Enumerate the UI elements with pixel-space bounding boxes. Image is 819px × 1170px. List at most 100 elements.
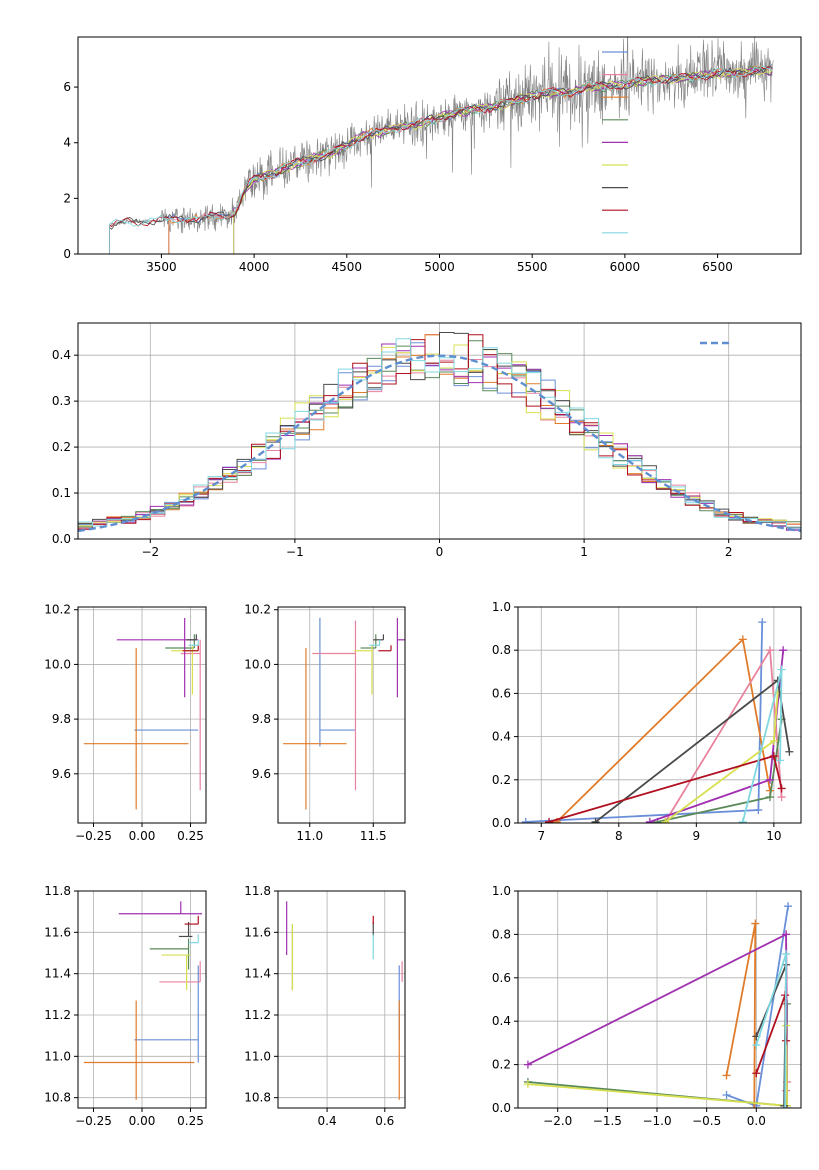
y-tick-label: 10.0 xyxy=(244,657,271,671)
series-point xyxy=(769,752,778,761)
series-point xyxy=(738,817,747,823)
y-tick-label: 11.8 xyxy=(244,884,271,898)
y-tick-label: 0.2 xyxy=(492,1058,511,1072)
series-point xyxy=(765,646,774,655)
series-point xyxy=(758,618,767,627)
x-tick-label: −0.25 xyxy=(75,1114,112,1128)
series-point xyxy=(782,949,791,958)
series-point xyxy=(752,1041,761,1050)
y-tick-label: 10.2 xyxy=(44,603,71,617)
series-point xyxy=(754,806,763,815)
axes-residuals: −2 −1 0 1 2 0.0 0.1 0.2 0.3 0.4 xyxy=(52,323,801,559)
histograms xyxy=(78,332,801,533)
y-tick-label: 0 xyxy=(63,247,71,261)
series-point xyxy=(782,930,791,939)
model-spectrum-line xyxy=(109,66,773,254)
series-point xyxy=(765,793,774,802)
y-tick-label: 11.6 xyxy=(244,925,271,939)
series-line xyxy=(726,906,789,1108)
y-tick-label: 9.6 xyxy=(52,767,71,781)
series-point xyxy=(777,784,786,793)
model-spectrum-line xyxy=(109,65,773,254)
series-point xyxy=(785,747,794,756)
series-point xyxy=(769,736,778,745)
x-tick-label: 2 xyxy=(725,545,733,559)
points-age-vs-Z xyxy=(83,617,201,810)
axes-frame xyxy=(277,890,406,1109)
series-point xyxy=(752,1069,761,1078)
histogram-step xyxy=(78,338,801,528)
y-tick-label: 0.2 xyxy=(492,773,511,787)
series-point xyxy=(777,793,786,802)
x-tick-label: −1.0 xyxy=(642,1114,671,1128)
series-point xyxy=(523,1060,532,1069)
axes-massweight-vs-Z: −2.0 −1.5 −1.0 −0.5 0.0 0.0 0.2 0.4 0.6 0.8 1.0 xyxy=(492,884,801,1128)
series-point xyxy=(645,817,654,823)
y-tick-label: 0.4 xyxy=(492,1014,511,1028)
series-line xyxy=(649,650,785,823)
model-spectrum-line xyxy=(109,65,773,254)
x-tick-label: 4500 xyxy=(332,260,363,274)
x-tick-label: −1.5 xyxy=(593,1114,622,1128)
x-tick-label: 6000 xyxy=(610,260,641,274)
x-tick-label: 10 xyxy=(766,829,781,843)
y-tick-label: 0.0 xyxy=(492,1101,511,1115)
x-tick-label: 1 xyxy=(580,545,588,559)
y-tick-label: 11.0 xyxy=(244,1049,271,1063)
y-tick-label: 9.6 xyxy=(252,767,271,781)
axes-frame xyxy=(77,890,207,1109)
series-point xyxy=(781,1104,790,1108)
series-line xyxy=(556,637,771,823)
axes-mass-vs-EBV: 0.4 0.6 10.8 11.0 11.2 11.4 11.6 11.8 xyxy=(244,884,405,1128)
series-line xyxy=(527,1003,788,1107)
y-tick-label: 11.0 xyxy=(44,1049,71,1063)
x-tick-label: 3500 xyxy=(146,260,177,274)
y-tick-label: 11.8 xyxy=(44,884,71,898)
series-point xyxy=(750,1104,759,1108)
y-tick-label: 0.3 xyxy=(52,394,71,408)
y-tick-label: 0.8 xyxy=(492,643,511,657)
x-tick-label: 5500 xyxy=(517,260,548,274)
axes-spectrum: 3500 4000 4500 5000 5500 6000 6500 0 2 4 6 xyxy=(63,80,732,274)
y-tick-label: 11.2 xyxy=(44,1008,71,1022)
lines-massweight-vs-age xyxy=(521,618,794,823)
x-tick-label: 7 xyxy=(537,829,545,843)
axes-age-vs-mass: 11.0 11.5 9.6 9.8 10.0 10.2 xyxy=(244,603,405,843)
x-tick-label: 0.25 xyxy=(177,1114,204,1128)
y-tick-label: 6 xyxy=(63,80,71,94)
series-point xyxy=(661,817,670,823)
y-tick-label: 9.8 xyxy=(52,712,71,726)
y-tick-label: 11.6 xyxy=(44,925,71,939)
series-point xyxy=(722,1090,731,1099)
y-tick-label: 11.4 xyxy=(244,967,271,981)
y-tick-label: 0.6 xyxy=(492,971,511,985)
x-tick-label: 0.00 xyxy=(129,1114,156,1128)
x-tick-label: 8 xyxy=(615,829,623,843)
lines-massweight-vs-Z xyxy=(523,902,793,1108)
y-tick-label: 1.0 xyxy=(492,884,511,898)
axes-frame xyxy=(517,606,802,824)
points-age-vs-mass xyxy=(283,617,405,810)
series-line xyxy=(548,754,783,823)
series-point xyxy=(776,756,785,765)
series-point xyxy=(765,775,774,784)
y-tick-label: 0.0 xyxy=(52,532,71,546)
points-mass-vs-EBV xyxy=(286,901,403,1100)
series-point xyxy=(722,1071,731,1080)
y-tick-label: 10.8 xyxy=(44,1091,71,1105)
y-tick-label: 0.2 xyxy=(52,440,71,454)
axes-massweight-vs-age: 7 8 9 10 0.0 0.2 0.4 0.6 0.8 1.0 xyxy=(492,600,801,843)
y-tick-label: 0.8 xyxy=(492,927,511,941)
x-tick-label: 6500 xyxy=(702,260,733,274)
axes-frame xyxy=(277,606,406,824)
x-tick-label: 5000 xyxy=(424,260,455,274)
gaussian-curve xyxy=(78,354,801,533)
x-tick-label: −2 xyxy=(141,545,159,559)
series-line xyxy=(657,719,783,823)
series-point xyxy=(545,817,554,823)
spectrum-data xyxy=(109,37,774,254)
model-spectrum-line xyxy=(233,65,773,254)
axes-frame xyxy=(77,322,802,540)
y-tick-label: 4 xyxy=(63,136,71,150)
y-tick-label: 9.8 xyxy=(252,712,271,726)
